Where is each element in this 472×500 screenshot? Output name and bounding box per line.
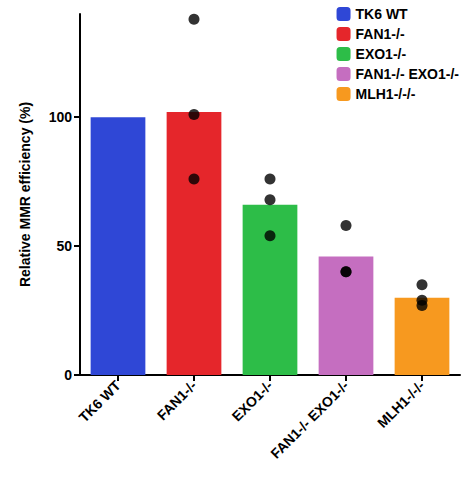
svg-text:0: 0: [64, 367, 72, 383]
svg-text:FAN1-/-: FAN1-/-: [356, 26, 405, 42]
svg-text:FAN1-/- EXO1-/-: FAN1-/- EXO1-/-: [267, 377, 352, 462]
svg-text:FAN1-/- EXO1-/-: FAN1-/- EXO1-/-: [356, 66, 460, 82]
svg-text:FAN1-/-: FAN1-/-: [154, 377, 200, 423]
svg-text:EXO1-/-: EXO1-/-: [356, 46, 407, 62]
svg-text:MLH1-/-/-: MLH1-/-/-: [356, 86, 416, 102]
svg-text:TK6 WT: TK6 WT: [356, 6, 409, 22]
svg-text:TK6 WT: TK6 WT: [76, 377, 124, 425]
svg-text:50: 50: [56, 238, 72, 254]
svg-text:100: 100: [49, 109, 73, 125]
svg-text:MLH1-/-/-: MLH1-/-/-: [374, 377, 428, 431]
svg-text:EXO1-/-: EXO1-/-: [229, 377, 276, 424]
svg-text:Relative MMR efficiency (%): Relative MMR efficiency (%): [17, 102, 33, 287]
